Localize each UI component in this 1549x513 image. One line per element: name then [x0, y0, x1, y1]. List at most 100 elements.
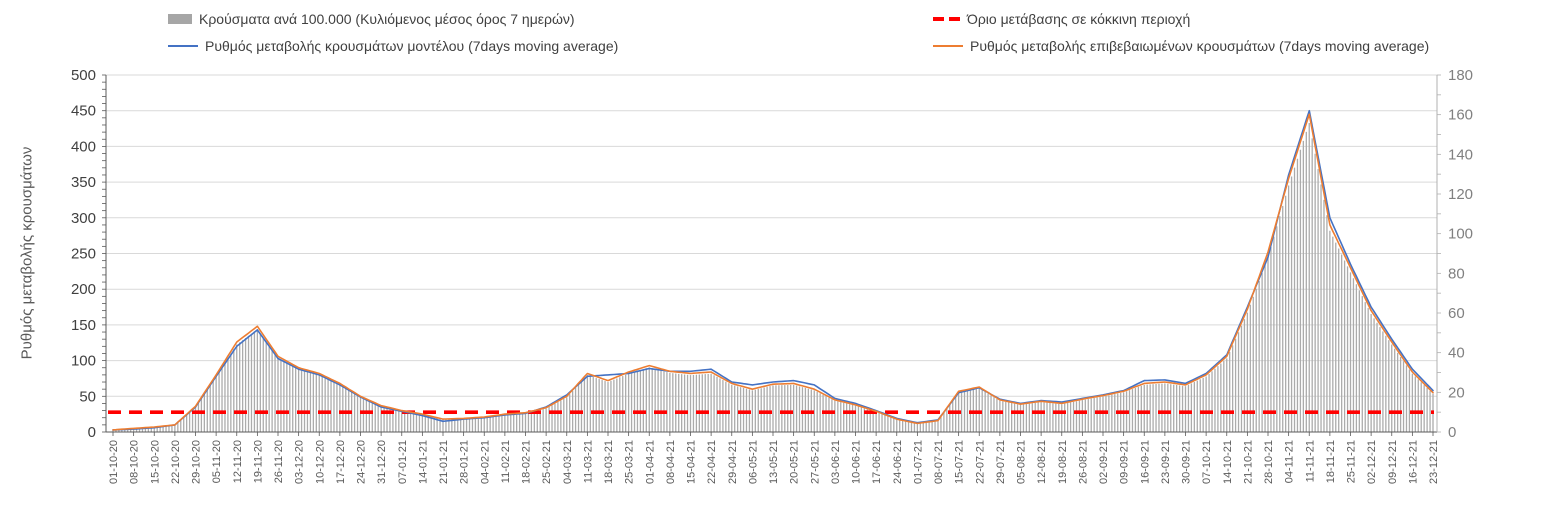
dashed-line-swatch-icon	[933, 17, 960, 21]
x-axis-date-label: 26-08-21	[1077, 440, 1089, 484]
x-axis-date-label: 21-01-21	[438, 440, 450, 484]
gridlines	[106, 74, 1437, 397]
x-axis-date-label: 08-10-20	[129, 440, 141, 484]
legend-item-red-zone-threshold: Όριο μετάβασης σε κόκκινη περιοχή	[933, 10, 1190, 28]
left-axis-tick-label: 50	[79, 388, 96, 405]
left-axis-tick-label: 100	[71, 353, 96, 370]
x-axis-date-label: 22-07-21	[974, 440, 986, 484]
left-axis-tick-label: 500	[71, 67, 96, 84]
right-axis-tick-label: 40	[1448, 345, 1465, 362]
confirmed-line-series	[112, 113, 1434, 431]
left-axis-tick-label: 250	[71, 246, 96, 263]
left-axis-tick-label: 450	[71, 103, 96, 120]
x-axis-date-label: 17-06-21	[871, 440, 883, 484]
legend-item-confirmed-rate: Ρυθμός μεταβολής επιβεβαιωμένων κρουσμάτ…	[933, 37, 1429, 55]
x-axis-date-label: 09-09-21	[1119, 440, 1131, 484]
right-axis-tick-label: 120	[1448, 186, 1473, 203]
x-axis-date-label: 12-11-20	[232, 440, 244, 483]
x-axis-date-label: 21-10-21	[1242, 440, 1254, 484]
left-axis-tick-label: 0	[88, 424, 96, 441]
x-axis-date-label: 29-07-21	[995, 440, 1007, 484]
x-axis-date-label: 30-09-21	[1181, 440, 1193, 484]
x-axis-date-label: 12-08-21	[1036, 440, 1048, 484]
x-axis-date-label: 13-05-21	[768, 440, 780, 484]
x-axis-date-label: 16-12-21	[1407, 440, 1419, 484]
x-axis-date-label: 17-12-20	[335, 440, 347, 484]
legend-label: Κρούσματα ανά 100.000 (Κυλιόμενος μέσος …	[199, 11, 575, 27]
x-axis-date-label: 03-12-20	[294, 440, 306, 484]
x-axis-date-label: 24-06-21	[892, 440, 904, 484]
bars-series-cases-per-100k	[112, 122, 1434, 432]
x-axis-date-label: 01-10-20	[108, 440, 120, 484]
legend-item-model-rate: Ρυθμός μεταβολής κρουσμάτων μοντέλου (7d…	[168, 37, 618, 55]
x-axis-date-label: 11-11-21	[1304, 440, 1316, 482]
right-axis-tick-label: 0	[1448, 424, 1456, 441]
x-axis-date-label: 05-11-20	[211, 440, 223, 483]
x-axis-date-label: 25-11-21	[1346, 440, 1358, 483]
left-axis-tick-label: 350	[71, 174, 96, 191]
x-axis-date-label: 15-10-20	[149, 440, 161, 484]
x-axis-date-label: 20-05-21	[789, 440, 801, 484]
left-axis-tick-label: 300	[71, 210, 96, 227]
right-axis-tick-label: 180	[1448, 67, 1473, 84]
x-axis-date-label: 01-07-21	[912, 440, 924, 484]
x-axis-date-label: 09-12-21	[1387, 440, 1399, 484]
x-axis-date-label: 25-03-21	[624, 440, 636, 484]
x-axis-date-label: 23-12-21	[1428, 440, 1440, 484]
x-axis-date-label: 10-06-21	[851, 440, 863, 484]
right-axis-ticks: 0 20 40 60 80 100 120 140 160 180	[1437, 67, 1473, 441]
right-axis-tick-label: 100	[1448, 226, 1473, 243]
x-axis-date-label: 05-08-21	[1016, 440, 1028, 484]
x-axis-date-label: 11-02-21	[500, 440, 512, 483]
x-axis-date-label: 19-08-21	[1057, 440, 1069, 484]
x-axis-date-label: 28-10-21	[1263, 440, 1275, 484]
x-axis-date-label: 22-10-20	[170, 440, 182, 484]
x-axis-date-label: 14-10-21	[1222, 440, 1234, 484]
x-axis-date-label: 01-04-21	[644, 440, 656, 484]
x-axis-date-label: 06-05-21	[747, 440, 759, 484]
x-axis-date-label: 07-01-21	[397, 440, 409, 484]
x-axis-date-label: 04-03-21	[562, 440, 574, 484]
x-axis-date-label: 02-09-21	[1098, 440, 1110, 484]
model-line-series	[112, 109, 1434, 431]
x-axis-date-label: 31-12-20	[376, 440, 388, 484]
x-axis-date-label: 23-09-21	[1160, 440, 1172, 484]
line-swatch-icon	[933, 44, 963, 48]
x-axis-date-label: 18-03-21	[603, 440, 615, 484]
x-axis-date-label: 24-12-20	[356, 440, 368, 484]
x-axis-date-label: 10-12-20	[314, 440, 326, 484]
left-axis-tick-label: 150	[71, 317, 96, 334]
x-axis-date-label: 04-11-21	[1284, 440, 1296, 483]
legend-item-cases-per-100k: Κρούσματα ανά 100.000 (Κυλιόμενος μέσος …	[168, 10, 575, 28]
x-axis-date-label: 25-02-21	[541, 440, 553, 484]
right-axis-tick-label: 60	[1448, 305, 1465, 322]
x-axis-date-label: 28-01-21	[459, 440, 471, 484]
x-axis-date-label: 15-04-21	[686, 440, 698, 484]
x-axis-date-label: 27-05-21	[809, 440, 821, 484]
x-axis-date-label: 07-10-21	[1201, 440, 1213, 484]
right-axis-tick-label: 20	[1448, 384, 1465, 401]
x-axis-date-label: 03-06-21	[830, 440, 842, 484]
x-axis-date-label: 08-07-21	[933, 440, 945, 484]
x-axis-date-label: 18-11-21	[1325, 440, 1337, 483]
line-swatch-icon	[168, 44, 198, 48]
x-axis-date-label: 04-02-21	[479, 440, 491, 484]
legend-label: Ρυθμός μεταβολής επιβεβαιωμένων κρουσμάτ…	[970, 38, 1430, 54]
x-axis-date-label: 11-03-21	[582, 440, 594, 483]
x-axis-ticks-and-labels: 01-10-20 08-10-20 15-10-20 22-10-20 29-10-20…	[108, 432, 1440, 484]
right-axis-tick-label: 160	[1448, 107, 1473, 124]
x-axis-date-label: 16-09-21	[1139, 440, 1151, 484]
left-axis-tick-label: 200	[71, 281, 96, 298]
x-axis-date-label: 29-10-20	[191, 440, 203, 484]
right-axis-tick-label: 140	[1448, 146, 1473, 163]
legend-label: Ρυθμός μεταβολής κρουσμάτων μοντέλου (7d…	[205, 38, 619, 54]
x-axis-date-label: 02-12-21	[1366, 440, 1378, 484]
x-axis-date-label: 19-11-20	[252, 440, 264, 483]
right-axis-tick-label: 80	[1448, 265, 1465, 282]
x-axis-date-label: 22-04-21	[706, 440, 718, 484]
left-axis-ticks: 0 50 100 150 200 250 300 350 400 450 500	[71, 67, 106, 441]
x-axis-date-label: 15-07-21	[954, 440, 966, 484]
x-axis-date-label: 14-01-21	[417, 440, 429, 484]
